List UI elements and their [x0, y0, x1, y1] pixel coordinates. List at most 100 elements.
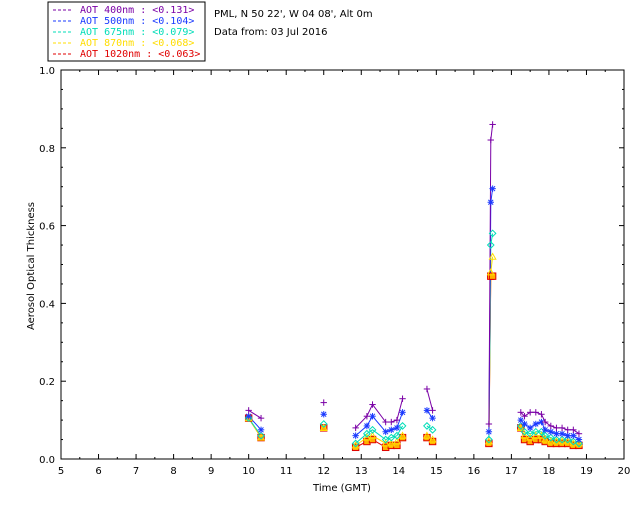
- triangle-marker: [362, 433, 371, 441]
- plus-marker: [541, 418, 549, 426]
- plus-marker: [393, 416, 401, 424]
- asterisk-marker: [487, 199, 494, 206]
- site-info: PML, N 50 22', W 04 08', Alt 0m: [214, 9, 373, 20]
- plus-marker: [570, 426, 577, 434]
- diamond-marker: [488, 229, 497, 238]
- date-info: Data from: 03 Jul 2016: [214, 27, 327, 38]
- triangle-marker: [428, 435, 437, 443]
- legend-box: [47, 1, 206, 62]
- legend-label: AOT 400nm : <0.131>: [80, 5, 194, 16]
- asterisk-marker: [532, 420, 539, 428]
- diamond-marker: [319, 420, 328, 428]
- asterisk-marker: [363, 422, 371, 430]
- x-tick-label: 12: [317, 466, 330, 477]
- diamond-marker: [351, 439, 360, 448]
- triangle-marker: [486, 268, 495, 276]
- plus-marker: [388, 418, 395, 426]
- triangle-marker: [422, 431, 431, 439]
- series-markers: [244, 121, 584, 452]
- triangle-marker: [381, 439, 390, 447]
- diamond-marker: [244, 414, 253, 423]
- plus-marker: [399, 395, 406, 402]
- x-tick-label: 16: [467, 466, 480, 477]
- triangle-marker: [520, 431, 529, 439]
- diamond-marker: [484, 435, 493, 444]
- y-tick-label: 0.8: [39, 144, 55, 155]
- legend-label: AOT 500nm : <0.104>: [80, 16, 194, 27]
- diamond-marker: [368, 425, 377, 434]
- diamond-marker: [486, 241, 495, 249]
- diamond-marker: [546, 433, 555, 442]
- triangle-marker: [398, 431, 407, 439]
- legend-item: AOT 1020nm : <0.063>: [53, 49, 200, 60]
- asterisk-marker: [538, 418, 545, 426]
- asterisk-marker: [489, 185, 496, 192]
- plus-marker: [320, 399, 327, 406]
- diamond-marker: [558, 435, 566, 444]
- asterisk-marker: [575, 436, 583, 443]
- x-tick-label: 17: [505, 466, 518, 477]
- x-tick-label: 5: [58, 466, 64, 477]
- triangle-marker: [546, 437, 555, 445]
- diamond-marker: [398, 422, 407, 430]
- series-line: [426, 425, 433, 431]
- legend-label: AOT 870nm : <0.068>: [80, 38, 194, 49]
- x-tick-label: 13: [355, 466, 368, 477]
- asterisk-marker: [388, 426, 395, 434]
- asterisk-marker: [526, 424, 534, 432]
- plus-marker: [575, 430, 583, 437]
- square-marker: [428, 437, 437, 446]
- plus-marker: [423, 385, 431, 393]
- y-tick-label: 0.4: [39, 299, 55, 310]
- asterisk-marker: [352, 432, 359, 439]
- asterisk-marker: [558, 430, 566, 437]
- x-tick-label: 11: [280, 466, 293, 477]
- asterisk-marker: [564, 432, 571, 439]
- diamond-marker: [531, 427, 540, 436]
- asterisk-marker: [393, 424, 401, 432]
- plus-marker: [245, 407, 252, 414]
- plus-marker: [485, 420, 493, 428]
- x-tick-label: 18: [543, 466, 556, 477]
- asterisk-marker: [485, 428, 493, 435]
- diamond-marker: [541, 431, 550, 440]
- diamond-marker: [393, 431, 401, 440]
- legend-label: AOT 675nm : <0.079>: [80, 27, 194, 38]
- diamond-marker: [516, 422, 525, 430]
- asterisk-marker: [399, 409, 406, 416]
- asterisk-marker: [257, 426, 265, 434]
- plus-marker: [487, 136, 494, 144]
- y-tick-label: 1.0: [39, 66, 55, 77]
- plus-marker: [363, 413, 371, 420]
- series-line: [355, 412, 404, 437]
- legend-label: AOT 1020nm : <0.063>: [80, 49, 200, 60]
- series-line: [248, 409, 262, 419]
- x-tick-label: 19: [580, 466, 593, 477]
- diamond-marker: [520, 427, 529, 436]
- plus-marker: [352, 424, 359, 432]
- series-line: [426, 388, 434, 411]
- plot-frame: [60, 69, 625, 460]
- asterisk-marker: [541, 426, 549, 434]
- triangle-marker: [488, 252, 497, 260]
- triangle-marker: [319, 423, 328, 431]
- legend-item: AOT 400nm : <0.131>: [53, 5, 194, 16]
- x-axis-title: Time (GMT): [312, 483, 371, 494]
- diamond-marker: [575, 439, 583, 448]
- y-tick-label: 0.6: [39, 222, 55, 233]
- x-tick-label: 7: [133, 466, 139, 477]
- asterisk-marker: [570, 432, 577, 439]
- plus-marker: [429, 407, 436, 414]
- asterisk-marker: [245, 413, 252, 420]
- plus-marker: [382, 418, 389, 426]
- plus-marker: [538, 411, 545, 418]
- diamond-marker: [362, 429, 371, 438]
- x-tick-label: 6: [95, 466, 101, 477]
- plus-marker: [521, 413, 528, 420]
- triangle-marker: [541, 435, 550, 443]
- plus-marker: [526, 409, 534, 416]
- triangle-marker: [392, 437, 401, 445]
- diamond-marker: [423, 422, 431, 430]
- diamond-marker: [537, 427, 546, 436]
